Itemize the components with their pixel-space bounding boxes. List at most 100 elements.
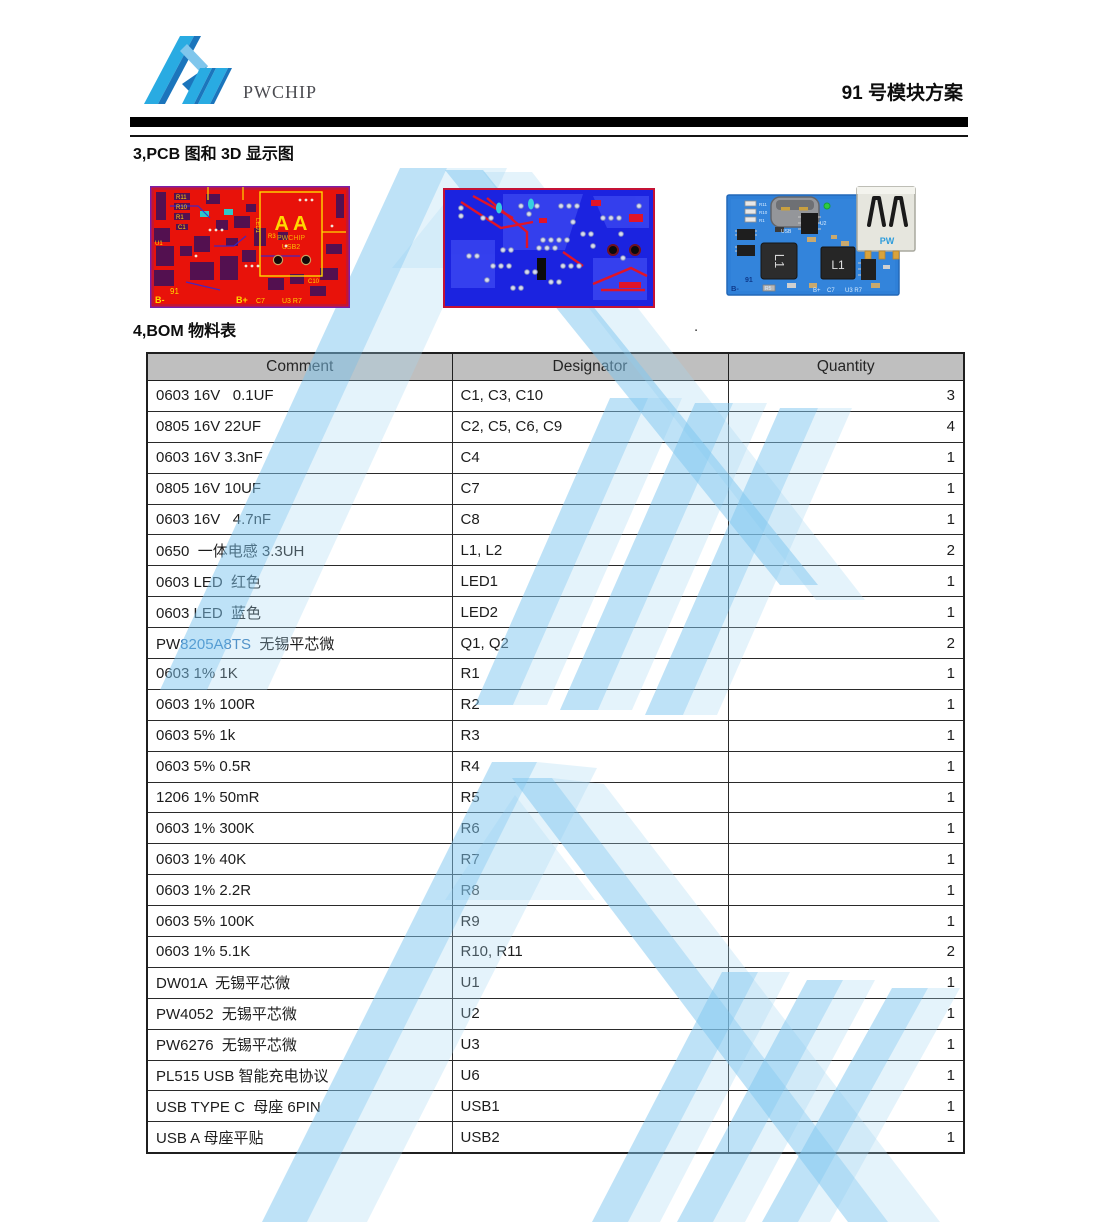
page-title: 91 号模块方案	[841, 83, 963, 104]
silkscreen-91: 91	[170, 287, 179, 296]
bom-designator-cell: U3	[451, 1028, 729, 1061]
bom-quantity-cell: 1	[727, 750, 965, 783]
bom-designator-cell: R4	[451, 750, 729, 783]
bom-designator-cell: C4	[451, 441, 729, 474]
bom-comment-cell: 0603 1% 5.1K	[146, 936, 453, 968]
bom-quantity-cell: 1	[727, 1121, 965, 1154]
usb-pw-label: PW	[880, 236, 895, 246]
bom-quantity-cell: 1	[727, 719, 965, 752]
bom-row: 0603 5% 0.5R R4 1	[146, 750, 965, 783]
bom-row: 0603 1% 40K R7 1	[146, 843, 965, 876]
stray-dot: .	[694, 318, 699, 335]
bom-row: USB A 母座平贴 USB2 1	[146, 1121, 965, 1154]
3d-c7: C7	[827, 288, 835, 294]
silkscreen-c7: C7	[256, 298, 265, 305]
3d-r5: R5	[765, 286, 772, 292]
3d-r10: R10	[759, 210, 768, 215]
bom-designator-cell: R3	[451, 719, 729, 752]
bom-comment-cell: 0603 LED 红色	[146, 565, 453, 598]
bom-row: PL515 USB 智能充电协议 U6 1	[146, 1059, 965, 1092]
bom-table: Comment Designator Quantity 0603 16V 0.1UF…	[146, 352, 965, 1155]
bom-row: 0603 1% 300K R6 1	[146, 812, 965, 845]
bom-designator-cell: U1	[451, 966, 729, 999]
bom-designator-cell: R2	[451, 688, 729, 721]
bom-comment-cell: 0603 1% 300K	[146, 812, 453, 845]
bom-quantity-cell: 1	[727, 441, 965, 474]
bom-comment-cell: PL515 USB 智能充电协议	[146, 1059, 453, 1092]
bom-row: DW01A 无锡平芯微 U1 1	[146, 966, 965, 999]
bom-comment-cell: 0603 LED 蓝色	[146, 596, 453, 629]
pcb-top-layer-image: A A PWCHIP USB2 R11 R10 R1 C1 U1 LED1 R3…	[150, 186, 350, 308]
bom-row: 0650 一体电感 3.3UH L1, L2 2	[146, 534, 965, 567]
bom-quantity-cell: 2	[727, 534, 965, 567]
bom-quantity-cell: 1	[727, 503, 965, 536]
pwchip-logo-icon	[144, 36, 232, 104]
bom-designator-cell: C7	[451, 472, 729, 505]
inductor-left-label: L1	[772, 254, 787, 268]
bom-comment-cell: PW6276 无锡平芯微	[146, 1028, 453, 1061]
bom-designator-cell: USB1	[451, 1090, 729, 1123]
bom-quantity-cell: 4	[727, 410, 965, 443]
bom-quantity-cell: 1	[727, 565, 965, 598]
bom-row: PW4052 无锡平芯微 U2 1	[146, 997, 965, 1030]
bom-quantity-cell: 1	[727, 874, 965, 907]
section-heading-bom: 4,BOM 物料表	[133, 323, 237, 340]
bom-comment-cell: 0603 16V 3.3nF	[146, 441, 453, 474]
bom-designator-cell: R9	[451, 905, 729, 938]
3d-bminus: B-	[731, 284, 739, 293]
brand-text: PWCHIP	[243, 82, 318, 102]
bom-row: PW6276 无锡平芯微 U3 1	[146, 1028, 965, 1061]
header-rule-thick	[130, 117, 968, 127]
bom-quantity-cell: 1	[727, 1028, 965, 1061]
silkscreen-u3r7: U3 R7	[282, 298, 302, 305]
silkscreen-usb2: USB2	[282, 244, 300, 251]
header-rule-thin	[130, 135, 968, 137]
bom-row: 0603 1% 100R R2 1	[146, 688, 965, 721]
silkscreen-r11: R11	[176, 195, 187, 201]
section-heading-pcb: 3,PCB 图和 3D 显示图	[133, 146, 294, 163]
bom-comment-cell: 0805 16V 10UF	[146, 472, 453, 505]
bom-row: PW8205A8TS 无锡平芯微 Q1, Q2 2	[146, 627, 965, 660]
bom-designator-cell: R6	[451, 812, 729, 845]
3d-r1: R1	[759, 218, 765, 223]
bom-row: 0603 5% 100K R9 1	[146, 905, 965, 938]
bom-comment-cell: USB A 母座平贴	[146, 1121, 453, 1154]
bom-quantity-cell: 1	[727, 472, 965, 505]
bom-designator-cell: R1	[451, 658, 729, 690]
bom-quantity-cell: 1	[727, 596, 965, 629]
bom-quantity-cell: 1	[727, 781, 965, 814]
bom-quantity-cell: 1	[727, 688, 965, 721]
bom-header-cell: Comment	[146, 352, 453, 381]
bom-quantity-cell: 1	[727, 1059, 965, 1092]
bom-row: 0603 1% 5.1K R10, R11 2	[146, 936, 965, 968]
bom-row: 1206 1% 50mR R5 1	[146, 781, 965, 814]
bom-quantity-cell: 1	[727, 905, 965, 938]
silkscreen-bminus: B-	[155, 295, 165, 305]
bom-comment-cell: 0603 1% 100R	[146, 688, 453, 721]
bom-row: 0603 1% 2.2R R8 1	[146, 874, 965, 907]
bom-comment-cell: DW01A 无锡平芯微	[146, 966, 453, 999]
bom-comment-cell: 0603 1% 40K	[146, 843, 453, 876]
bom-designator-cell: C2, C5, C6, C9	[451, 410, 729, 443]
bom-designator-cell: U2	[451, 997, 729, 1030]
bom-row: 0603 LED 蓝色 LED2 1	[146, 596, 965, 629]
brand-logo: PWCHIP	[142, 36, 317, 106]
bom-designator-cell: R10, R11	[451, 936, 729, 968]
silkscreen-bplus: B+	[236, 295, 248, 305]
bom-comment-cell: 1206 1% 50mR	[146, 781, 453, 814]
bom-row: 0603 16V 0.1UF C1, C3, C10 3	[146, 380, 965, 412]
bom-comment-cell: 0603 1% 2.2R	[146, 874, 453, 907]
3d-91: 91	[745, 277, 753, 284]
3d-bplus: B+	[813, 288, 821, 294]
bom-row: 0603 5% 1k R3 1	[146, 719, 965, 752]
bom-quantity-cell: 1	[727, 966, 965, 999]
bom-comment-cell: 0650 一体电感 3.3UH	[146, 534, 453, 567]
bom-designator-cell: R8	[451, 874, 729, 907]
bom-designator-cell: C8	[451, 503, 729, 536]
bom-designator-cell: R7	[451, 843, 729, 876]
bom-comment-cell: 0603 5% 1k	[146, 719, 453, 752]
bom-quantity-cell: 1	[727, 1090, 965, 1123]
bom-row: 0603 LED 红色 LED1 1	[146, 565, 965, 598]
bom-quantity-cell: 1	[727, 658, 965, 690]
